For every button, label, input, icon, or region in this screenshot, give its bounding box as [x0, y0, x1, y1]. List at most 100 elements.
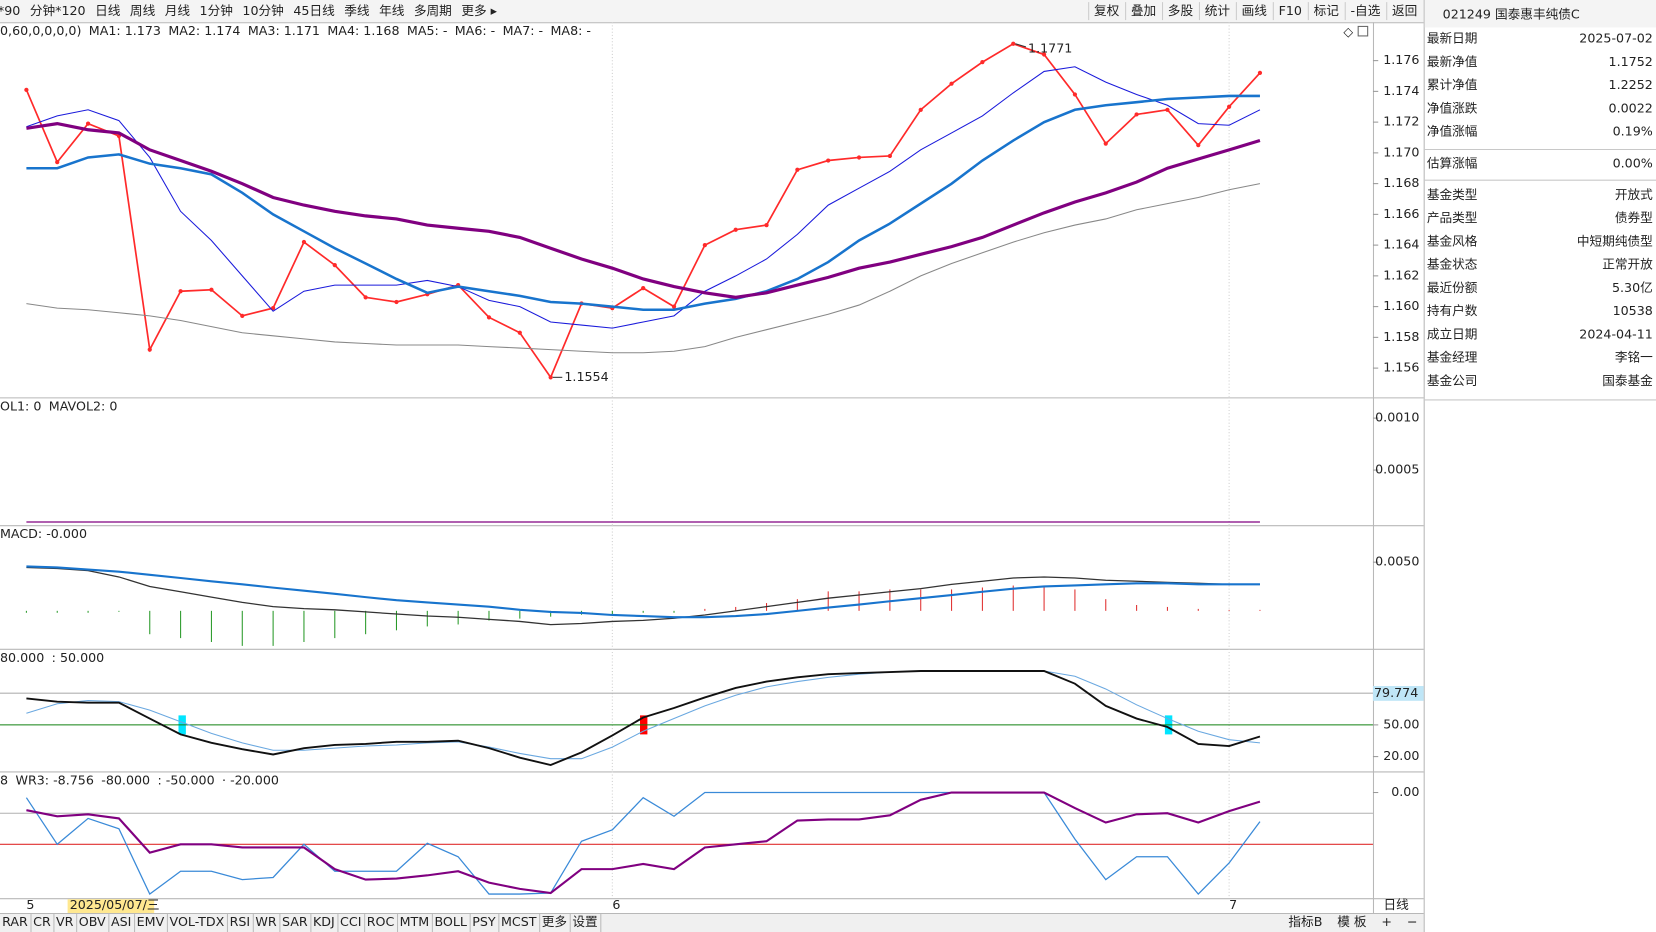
point-marker	[764, 223, 769, 228]
point-marker	[24, 87, 29, 92]
info-label: 成立日期	[1427, 326, 1478, 341]
legend-item: MA6: -	[455, 23, 495, 38]
indicator-tab[interactable]: MCST	[501, 914, 537, 929]
indicator-tab[interactable]: BOLL	[434, 914, 467, 929]
point-marker	[641, 286, 646, 291]
indicator-tab[interactable]: VR	[56, 914, 74, 929]
info-value: 正常开放	[1602, 257, 1653, 272]
panel-button[interactable]: +	[1381, 914, 1392, 929]
period-button[interactable]: 1分钟	[200, 3, 233, 18]
info-label: 持有户数	[1427, 303, 1478, 318]
tool-button[interactable]: 画线	[1242, 3, 1268, 18]
period-button[interactable]: 日线	[95, 3, 121, 18]
tool-button[interactable]: 多股	[1168, 3, 1194, 18]
y-tick-label: 0.0010	[1375, 410, 1419, 425]
tool-button[interactable]: 返回	[1392, 3, 1417, 18]
period-button[interactable]: 更多 ▸	[461, 3, 497, 18]
info-value: 李铭一	[1615, 350, 1653, 365]
indicator-tab[interactable]: KDJ	[313, 914, 335, 929]
info-label: 基金风格	[1427, 233, 1478, 248]
indicator-tab[interactable]: VOL-TDX	[170, 914, 225, 929]
info-value: 1.2252	[1609, 77, 1653, 92]
indicator-tab[interactable]: RAR	[2, 914, 28, 929]
point-marker	[1257, 70, 1263, 76]
macd-bar	[827, 591, 829, 611]
panel-button[interactable]: 模 板	[1337, 914, 1367, 929]
panel-button[interactable]: 指标B	[1288, 914, 1322, 929]
point-marker	[486, 315, 492, 320]
diamond-icon: ◇	[1343, 24, 1353, 39]
macd-bar	[1136, 605, 1138, 611]
y-tick-label: 0.0050	[1375, 554, 1419, 569]
info-value: 国泰基金	[1602, 373, 1653, 388]
macd-bar	[87, 610, 89, 613]
indicator-tab[interactable]: RSI	[230, 914, 251, 929]
indicator-tab[interactable]: PSY	[472, 914, 496, 929]
y-tick-label: 0.0005	[1375, 462, 1419, 477]
panel-button[interactable]: −	[1407, 914, 1418, 929]
info-header-bg	[1424, 0, 1656, 28]
min-annotation: 1.1554	[564, 369, 608, 384]
cursor-label-bg	[67, 899, 155, 913]
legend-item: WR3: -8.756	[15, 772, 93, 787]
point-marker	[548, 375, 553, 380]
indicator-tab[interactable]: 更多	[542, 914, 567, 929]
legend-item: OL1: 0	[0, 398, 41, 413]
macd-bar	[1228, 609, 1230, 611]
series-line	[25, 791, 1261, 896]
macd-bar	[735, 606, 737, 611]
indicator-tab[interactable]: ROC	[367, 914, 395, 929]
tool-button[interactable]: 叠加	[1131, 3, 1156, 18]
y-tick-label: 1.174	[1383, 83, 1419, 98]
macd-bar	[25, 610, 27, 613]
point-marker	[856, 155, 862, 160]
indicator-tab[interactable]: SAR	[282, 914, 308, 929]
y-tick-label: 0.00	[1391, 784, 1419, 799]
period-button[interactable]: 月线	[165, 3, 191, 18]
period-button[interactable]: 10分钟	[242, 3, 283, 18]
period-button[interactable]: 年线	[379, 3, 405, 18]
period-button[interactable]: 季线	[344, 3, 370, 18]
indicator-tab[interactable]: WR	[255, 914, 277, 929]
series-line	[26, 670, 1261, 760]
axis-period: 日线	[1384, 897, 1410, 912]
y-tick-label: 1.160	[1383, 298, 1419, 313]
tool-button[interactable]: 统计	[1205, 3, 1231, 18]
info-label: 产品类型	[1427, 210, 1478, 225]
indicator-tab[interactable]: EMV	[137, 914, 165, 929]
tool-button[interactable]: 标记	[1314, 3, 1340, 18]
legend-item: 0,60,0,0,0,0)	[0, 23, 81, 38]
period-button[interactable]: 45日线	[293, 3, 335, 18]
macd-bar	[395, 610, 397, 631]
macd-bar	[1074, 589, 1076, 611]
legend-item: 8	[0, 772, 8, 787]
macd-bar	[56, 610, 58, 613]
info-label: 基金经理	[1427, 350, 1478, 365]
indicator-tab[interactable]: CCI	[340, 914, 361, 929]
tool-button[interactable]: -自选	[1351, 3, 1381, 18]
indicator-tab[interactable]: ASI	[111, 914, 131, 929]
indicator-tab[interactable]: CR	[33, 914, 51, 929]
indicator-tab[interactable]: 设置	[572, 914, 597, 929]
indicator-tab[interactable]: OBV	[79, 914, 106, 929]
info-value: 开放式	[1615, 187, 1653, 202]
period-button[interactable]: 分钟*120	[30, 3, 86, 18]
macd-bar	[1043, 585, 1045, 611]
point-marker	[1011, 41, 1016, 46]
tool-button[interactable]: 复权	[1094, 3, 1120, 18]
tool-button[interactable]: F10	[1279, 3, 1302, 18]
point-marker	[980, 60, 985, 65]
period-button[interactable]: 周线	[130, 3, 156, 18]
y-tick-label: 50.00	[1383, 716, 1419, 731]
info-label: 基金公司	[1427, 373, 1478, 388]
indicator-tab[interactable]: MTM	[400, 914, 430, 929]
macd-bar	[1197, 608, 1199, 611]
current-value-label: 79.774	[1374, 685, 1418, 700]
series-line	[26, 183, 1261, 354]
period-button[interactable]: *90	[0, 3, 20, 18]
macd-bar	[889, 589, 891, 611]
macd-bar	[673, 610, 675, 613]
period-button[interactable]: 多周期	[414, 3, 452, 18]
legend-item: MACD: -0.000	[0, 526, 87, 541]
